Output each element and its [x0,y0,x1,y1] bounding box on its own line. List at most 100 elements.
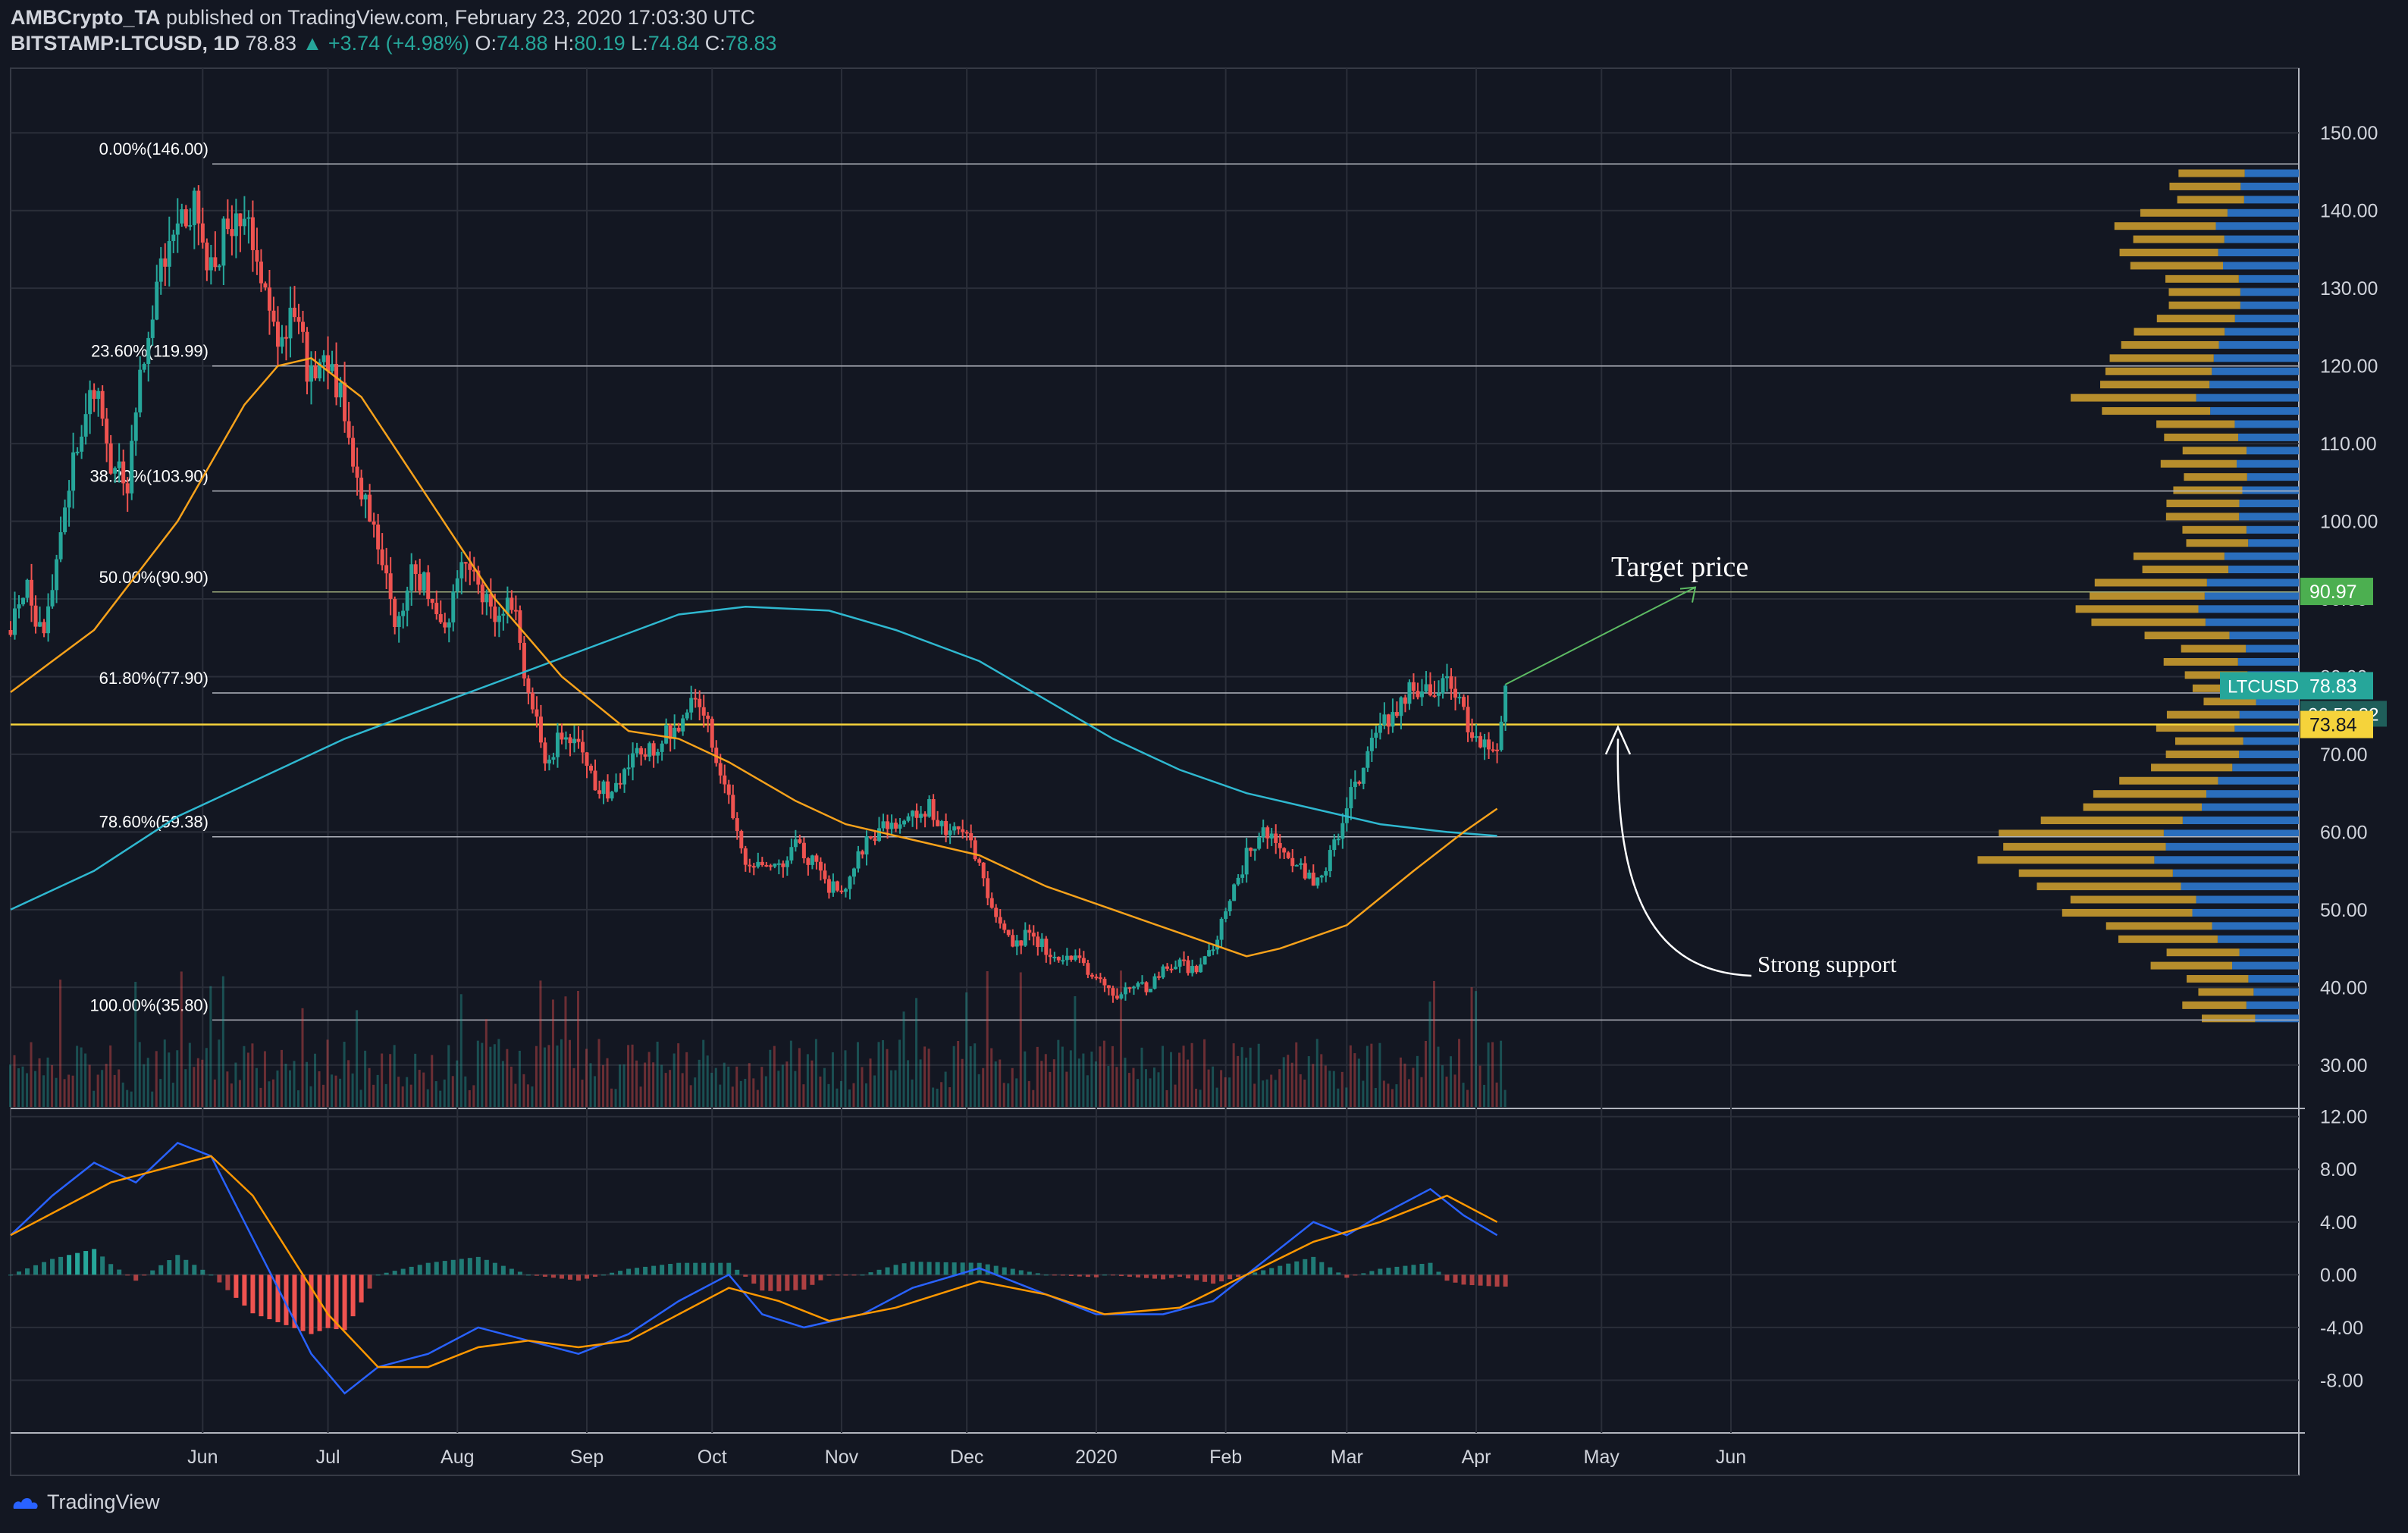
macd-line [11,1143,1497,1393]
candle-body [1370,738,1374,751]
candle-body [1458,697,1462,698]
candle-body [748,865,751,867]
volume-bar [494,1044,496,1107]
candle-body [915,810,919,818]
x-tick-label: Oct [698,1447,727,1468]
volume-bar [870,1058,872,1107]
volume-bar [1454,1074,1456,1107]
macd-histogram-bar [1136,1274,1140,1277]
volume-bar [372,1085,375,1107]
volume-bar [719,1085,721,1107]
volume-bar [447,1045,450,1107]
volume-bar [410,1085,412,1107]
volume-profile-down-bar [2071,896,2196,904]
volume-bar [961,1059,964,1107]
volume-bar [164,1039,166,1107]
macd-histogram-bar [1127,1274,1132,1277]
candle-body [1437,693,1441,695]
candle-body [1099,977,1102,979]
volume-bar [1070,1050,1072,1107]
macd-histogram-bar [1394,1267,1399,1274]
macd-histogram-bar [1161,1274,1165,1279]
volume-bar [1471,987,1473,1107]
macd-histogram-bar [969,1263,974,1275]
volume-bar [957,1041,959,1107]
volume-bar [1003,1083,1005,1107]
volume-bar [1353,1053,1356,1107]
volume-profile-up-bar [2218,936,2299,943]
volume-profile-up-bar [2229,632,2299,639]
volume-bar [932,1087,934,1107]
volume-bar [539,980,541,1107]
volume-bar [193,1067,195,1107]
candle-body [1470,732,1474,738]
volume-bar [1383,1080,1385,1107]
x-tick-label: Jul [316,1447,340,1468]
candle-body [184,209,188,227]
volume-bar [460,994,462,1107]
volume-bar [1408,1079,1410,1107]
candle-body [1086,963,1090,975]
candle-body [92,390,96,399]
volume-bar [109,1046,111,1107]
volume-bar [732,1086,734,1107]
volume-bar [485,1019,488,1107]
volume-bar [126,1090,128,1107]
candle-body [923,814,927,817]
volume-profile-up-bar [2255,1014,2299,1022]
volume-profile-down-bar [2151,962,2232,970]
volume-bar [777,1071,779,1107]
volume-bar [1158,1072,1160,1107]
footer-brand[interactable]: TradingView [47,1491,160,1514]
volume-bar [331,1074,333,1107]
volume-profile-down-bar [2181,645,2246,653]
volume-bar [552,999,554,1107]
volume-bar [284,1064,287,1107]
volume-profile-down-bar [2118,936,2218,943]
candle-body [71,453,75,491]
macd-histogram-bar [1111,1274,1115,1275]
volume-profile-down-bar [2062,909,2193,917]
candle-body [218,265,221,267]
volume-bar [155,1051,158,1107]
volume-bar [1370,1044,1372,1107]
candle-body [209,257,213,270]
volume-bar [306,1062,308,1107]
candle-body [1232,884,1236,901]
macd-histogram-bar [8,1274,13,1275]
volume-profile-down-bar [2178,170,2244,177]
volume-bar [477,1041,479,1107]
volume-bar [42,1075,45,1107]
volume-bar [1216,1088,1218,1107]
candle-body [756,862,760,867]
volume-profile-down-bar [1999,829,2164,837]
candle-body [176,224,180,235]
volume-bar [1183,1046,1185,1107]
volume-bar [1090,1052,1093,1107]
macd-histogram-bar [459,1259,464,1274]
macd-histogram-bar [894,1265,898,1274]
candle-body [1462,697,1466,707]
macd-histogram-bar [944,1262,948,1274]
volume-bar [1061,1047,1064,1107]
macd-histogram-bar [92,1249,96,1274]
candle-body [1353,782,1357,787]
volume-bar [481,1043,483,1107]
candle-body [568,737,572,743]
volume-profile-down-bar [2187,975,2248,983]
volume-bar [1082,1054,1084,1107]
volume-bar [510,1067,513,1107]
volume-bar [1345,1087,1347,1107]
candle-body [677,728,681,732]
volume-bar [652,1062,654,1107]
volume-profile-up-bar [2247,526,2299,534]
candle-body [957,826,961,829]
volume-bar [339,1079,341,1107]
candle-body [1174,967,1177,969]
macd-histogram-bar [142,1274,146,1275]
candle-body [581,742,585,753]
candle-body [1287,852,1290,857]
candle-body [1140,982,1144,983]
volume-bar [660,1065,663,1107]
